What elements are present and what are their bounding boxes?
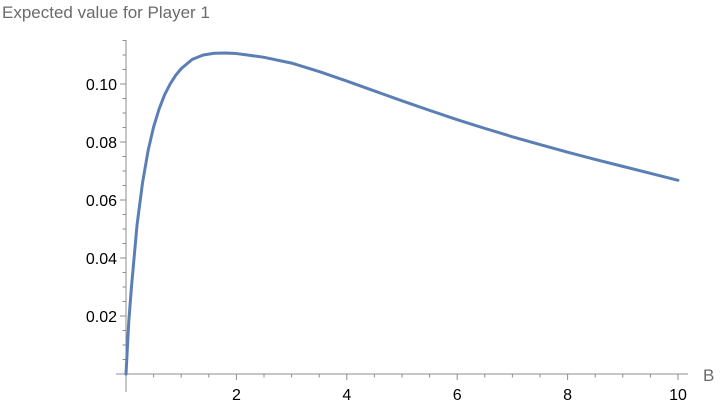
series-line — [124, 51, 680, 376]
y-tick-label: 0.06 — [86, 193, 117, 210]
series-group — [124, 51, 680, 376]
x-axis-label: B — [703, 366, 714, 385]
tick-labels: 2 4 6 8 10 0.02 0.04 0.06 0.08 0.10 — [86, 77, 687, 404]
y-tick-label: 0.10 — [86, 77, 117, 94]
y-tick-label: 0.08 — [86, 135, 117, 152]
ticks — [120, 40, 679, 380]
y-axis-label: Expected value for Player 1 — [2, 3, 210, 22]
axes — [116, 40, 688, 392]
x-tick-label: 4 — [342, 387, 351, 404]
x-tick-label: 6 — [453, 387, 462, 404]
x-tick-label: 10 — [669, 387, 687, 404]
x-tick-label: 8 — [563, 387, 572, 404]
y-tick-label: 0.04 — [86, 251, 117, 268]
x-tick-label: 2 — [232, 387, 241, 404]
y-tick-label: 0.02 — [86, 309, 117, 326]
